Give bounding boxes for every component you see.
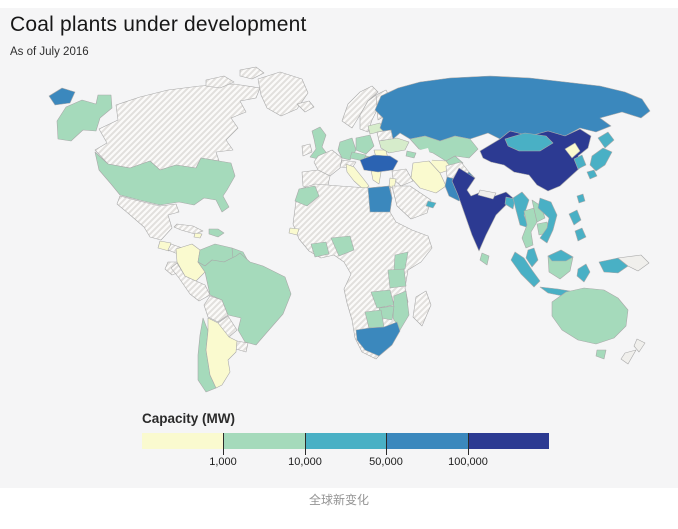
country-taiwan [576,193,586,204]
country-ireland [301,143,313,157]
country-philippines-mindanao [574,227,587,242]
country-bangladesh [504,196,516,210]
page-subtitle: As of July 2016 [10,46,89,58]
country-papua-new-guinea [617,254,650,272]
country-argentina [205,317,238,389]
country-alaska [56,94,113,142]
legend-swatch-1 [142,433,224,449]
country-new-zealand-north [633,338,646,353]
country-madagascar [412,290,432,327]
country-greenland [257,71,309,117]
country-mozambique [392,290,410,331]
country-kazakhstan [409,135,479,162]
country-brazil [197,252,292,346]
country-sweden [359,94,381,133]
country-guatemala [157,240,172,252]
country-indonesia-papua [598,257,629,274]
country-japan-hokkaido [597,131,615,149]
country-vietnam [537,197,558,244]
country-cuba [173,223,204,235]
legend-title: Capacity (MW) [142,411,236,426]
country-canada-arctic-2 [239,66,265,80]
legend-swatch-2 [223,433,305,449]
legend-tick-label-2: 10,000 [288,456,322,468]
country-poland [355,134,375,155]
country-usa [94,151,236,213]
country-ukraine [378,137,410,154]
country-iceland [296,100,315,113]
country-philippines-luzon [568,209,582,226]
country-dominican-republic [208,228,225,238]
legend-swatch-5 [467,433,550,449]
country-senegal [288,227,300,236]
legend-tick-2 [305,433,306,455]
country-indonesia-sumatra [510,251,541,288]
page-title: Coal plants under development [10,13,307,36]
country-nepal [477,189,497,200]
country-mexico [116,195,180,241]
country-japan-honshu [589,147,613,172]
country-jamaica [193,232,203,239]
country-kenya [393,251,409,271]
country-georgia [405,150,417,159]
country-malaysia-peninsula [525,247,539,268]
country-canada [94,83,261,171]
legend-swatch-3 [304,433,387,449]
legend-tick-label-3: 50,000 [369,456,403,468]
country-nigeria [330,235,355,257]
country-canada-arctic-1 [205,75,235,89]
country-new-zealand-south [620,349,637,365]
legend-color-bar [142,433,550,449]
footer-caption: 全球新变化 [308,493,369,507]
country-france [313,149,343,177]
country-turkey [359,154,399,173]
country-ghana-ivory-coast [310,241,330,258]
legend-swatch-4 [386,433,468,449]
legend-tick-label-4: 100,000 [448,456,488,468]
country-mongolia [504,132,554,152]
country-russia [374,75,651,142]
country-south-korea [573,154,587,170]
country-india [451,167,514,252]
country-australia [551,287,629,345]
legend-tick-1 [223,433,224,455]
country-saudi-arabia [391,185,432,220]
legend-tick-3 [386,433,387,455]
country-russia-chukotka [48,87,76,106]
country-sri-lanka [479,252,490,266]
legend-tick-4 [468,433,469,455]
country-north-korea [564,142,581,159]
country-uruguay [235,340,249,353]
country-malaysia-borneo [547,249,574,262]
country-norway [341,85,379,129]
country-syria-iraq [391,168,414,187]
country-japan-kyushu [586,169,598,180]
country-egypt [367,185,393,213]
country-indonesia-sulawesi [576,263,591,283]
country-tasmania [595,349,607,360]
country-uae [425,200,437,209]
country-iran [410,160,447,194]
country-morocco [294,185,320,207]
legend-tick-label-1: 1,000 [209,456,237,468]
country-tanzania [387,268,407,289]
country-south-africa [355,321,401,357]
